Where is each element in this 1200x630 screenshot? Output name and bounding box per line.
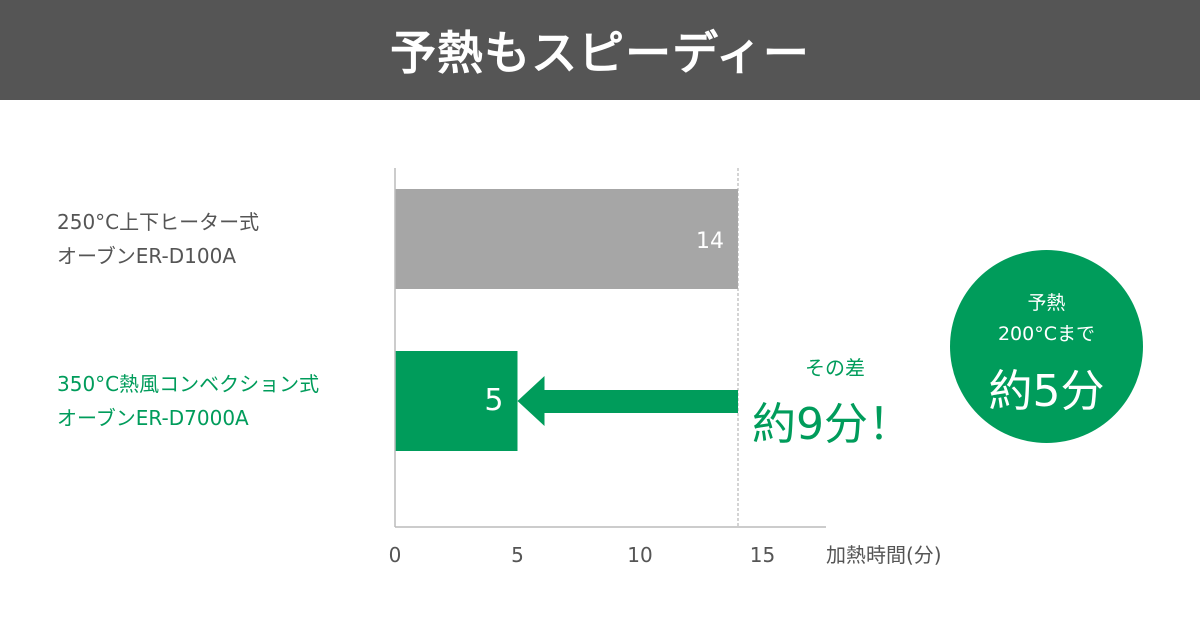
preheat-badge: 予熱 200°Cまで 約5分	[950, 250, 1143, 443]
category-label-1: 350°C熱風コンベクション式 オーブンER-D7000A	[57, 367, 319, 435]
category-label-1-line2: オーブンER-D7000A	[57, 406, 249, 430]
data-label-1: 5	[484, 383, 503, 418]
badge-line2: 200°Cまで	[997, 323, 1096, 345]
difference-value: 約9分！	[752, 399, 912, 450]
x-tick-label-3: 15	[750, 543, 775, 567]
badge-line3: 約5分	[988, 366, 1105, 417]
category-label-0-line2: オーブンER-D100A	[57, 244, 236, 268]
bar-0	[395, 189, 738, 289]
page-title: 予熱もスピーディー	[390, 26, 810, 80]
category-label-1-line1: 350°C熱風コンベクション式	[57, 372, 320, 396]
bar-1	[395, 351, 518, 451]
category-label-0-line1: 250°C上下ヒーター式	[57, 210, 260, 234]
x-tick-label-2: 10	[627, 543, 652, 567]
x-axis-label: 加熱時間(分)	[826, 543, 942, 567]
difference-arrow	[517, 376, 738, 426]
badge-line1: 予熱	[1027, 292, 1066, 314]
category-label-0: 250°C上下ヒーター式 オーブンER-D100A	[57, 205, 259, 273]
header: 予熱もスピーディー	[0, 0, 1200, 100]
data-label-0: 14	[696, 229, 724, 254]
difference-caption: その差	[805, 356, 865, 380]
x-tick-label-1: 5	[511, 543, 524, 567]
x-tick-label-0: 0	[389, 543, 402, 567]
